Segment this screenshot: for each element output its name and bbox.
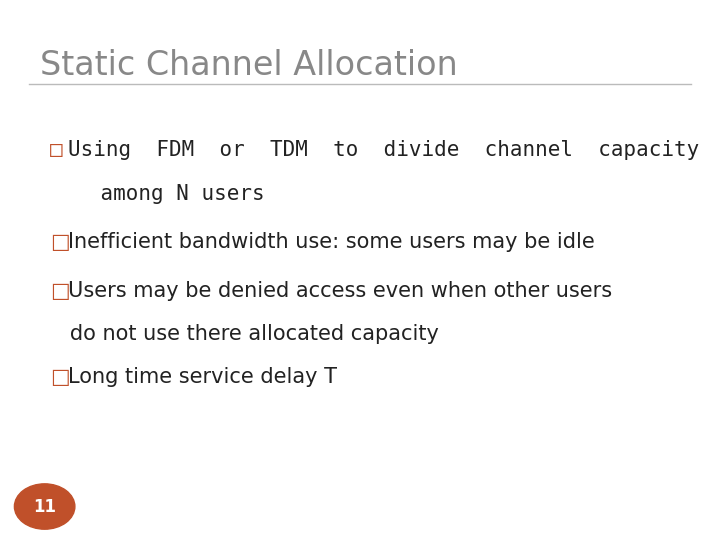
Text: □: □ [50,140,63,160]
Text: □: □ [50,367,70,387]
Text: among N users: among N users [50,184,265,204]
Text: □: □ [50,281,70,301]
Text: do not use there allocated capacity: do not use there allocated capacity [50,324,439,344]
Text: Static Channel Allocation: Static Channel Allocation [40,49,457,82]
Text: Users may be denied access even when other users: Users may be denied access even when oth… [68,281,613,301]
Text: □: □ [50,232,70,252]
Text: 11: 11 [33,497,56,516]
Text: Long time service delay T: Long time service delay T [68,367,338,387]
Circle shape [14,484,75,529]
Text: Using  FDM  or  TDM  to  divide  channel  capacity: Using FDM or TDM to divide channel capac… [68,140,700,160]
Text: Inefficient bandwidth use: some users may be idle: Inefficient bandwidth use: some users ma… [68,232,595,252]
